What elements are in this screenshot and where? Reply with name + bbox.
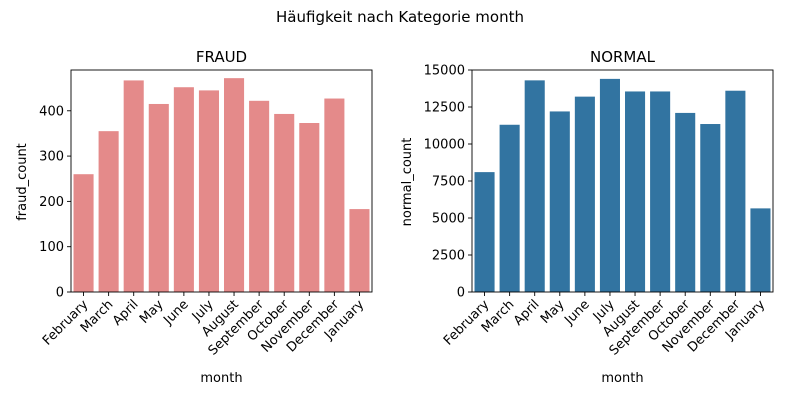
fraud-y-tick-label: 400 (39, 104, 64, 119)
normal-y-tick-label: 10000 (424, 138, 465, 153)
fraud-bar-february (73, 174, 94, 292)
fraud-bar-november (299, 123, 320, 292)
normal-y-tick-label: 0 (457, 286, 465, 301)
normal-y-tick-label: 5000 (432, 212, 465, 227)
fraud-bar-september (249, 100, 270, 292)
fraud-axes-frame (70, 69, 373, 293)
fraud-y-tick-label: 100 (39, 240, 64, 255)
normal-bar-march (499, 124, 520, 292)
normal-chart-title: NORMAL (590, 48, 656, 66)
normal-bar-october (675, 112, 696, 292)
normal-x-tick-label: April (511, 297, 543, 329)
normal-bar-april (524, 80, 545, 292)
normal-bar-january (750, 208, 771, 292)
fraud-bar-april (123, 80, 144, 292)
normal-bar-august (625, 91, 646, 293)
fraud-x-tick-label: June (160, 297, 191, 328)
fraud-bar-december (324, 98, 345, 292)
normal-chart-y-axis-label: normal_count (400, 138, 415, 227)
fraud-chart-y-axis-label: fraud_count (15, 143, 30, 221)
fraud-bar-march (98, 131, 119, 292)
fraud-bar-june (173, 87, 194, 292)
normal-bar-february (474, 172, 495, 292)
normal-chart-panel: NORMAL month normal_count 0 2500 5000 7500 1… (400, 48, 774, 386)
fraud-bar-august (224, 78, 245, 292)
fraud-x-tick-label: May (137, 297, 167, 327)
fraud-y-tick-label: 200 (39, 195, 64, 210)
normal-bar-december (725, 90, 746, 292)
fraud-y-tick-label: 0 (56, 286, 64, 301)
fraud-chart-title: FRAUD (196, 48, 247, 66)
fraud-y-tick-label: 300 (39, 150, 64, 165)
figure-suptitle: Häufigkeit nach Kategorie month (276, 8, 524, 26)
normal-bar-may (549, 111, 570, 292)
normal-y-tick-label: 15000 (424, 64, 465, 79)
normal-x-tick-label: June (561, 297, 592, 328)
normal-chart-x-axis-label: month (601, 371, 643, 386)
normal-bar-november (700, 124, 721, 293)
normal-bar-june (574, 96, 595, 292)
normal-bar-september (650, 91, 671, 293)
fraud-chart-x-axis-label: month (200, 371, 242, 386)
normal-bar-july (599, 78, 620, 292)
fraud-bar-may (148, 103, 169, 292)
normal-y-tick-label: 2500 (432, 249, 465, 264)
normal-y-tick-label: 12500 (424, 101, 465, 116)
fraud-x-tick-label: April (110, 297, 142, 329)
fraud-chart-panel: FRAUD month fraud_count 0100200300400Feb… (15, 48, 373, 386)
normal-y-tick-label: 7500 (432, 175, 465, 190)
fraud-bar-october (274, 113, 295, 292)
fraud-bar-july (198, 90, 219, 292)
fraud-bar-january (349, 209, 370, 292)
normal-x-tick-label: May (538, 297, 568, 327)
